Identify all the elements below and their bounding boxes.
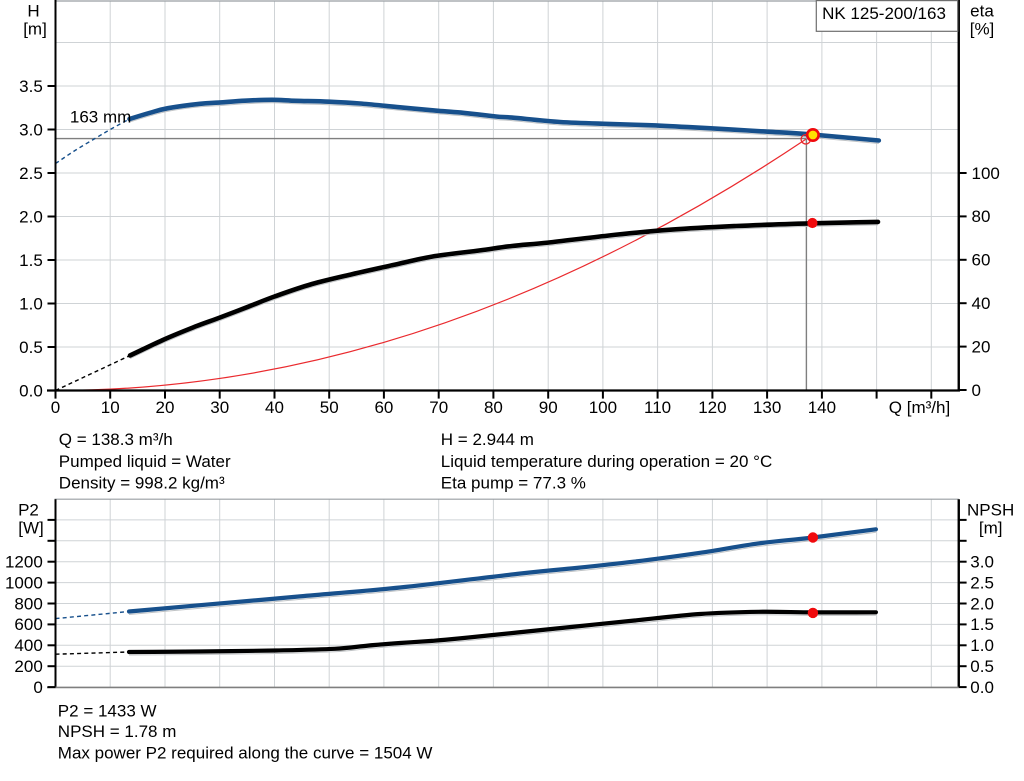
svg-text:1.5: 1.5 xyxy=(970,615,994,634)
svg-text:1.0: 1.0 xyxy=(970,636,994,655)
svg-text:0.5: 0.5 xyxy=(19,338,43,357)
svg-text:Liquid temperature during oper: Liquid temperature during operation = 20… xyxy=(441,452,772,471)
svg-text:[W]: [W] xyxy=(18,519,44,538)
svg-text:Max power P2 required along th: Max power P2 required along the curve = … xyxy=(58,743,433,762)
svg-text:163 mm: 163 mm xyxy=(70,108,131,127)
svg-text:110: 110 xyxy=(644,398,671,417)
svg-text:Q = 138.3 m³/h: Q = 138.3 m³/h xyxy=(59,430,173,449)
svg-text:90: 90 xyxy=(539,398,558,417)
svg-text:3.0: 3.0 xyxy=(19,120,43,139)
svg-text:P2: P2 xyxy=(18,501,39,520)
svg-text:130: 130 xyxy=(753,398,781,417)
svg-text:50: 50 xyxy=(320,398,339,417)
svg-text:20: 20 xyxy=(156,398,175,417)
svg-text:Q [m³/h]: Q [m³/h] xyxy=(889,398,950,417)
svg-text:0.0: 0.0 xyxy=(970,678,994,697)
svg-text:H = 2.944 m: H = 2.944 m xyxy=(441,430,534,449)
svg-text:80: 80 xyxy=(484,398,503,417)
svg-text:[m]: [m] xyxy=(23,19,47,38)
svg-text:NPSH: NPSH xyxy=(967,501,1014,520)
svg-text:0.5: 0.5 xyxy=(970,657,994,676)
svg-text:1.0: 1.0 xyxy=(19,294,43,313)
svg-text:40: 40 xyxy=(972,294,991,313)
svg-text:1000: 1000 xyxy=(5,573,43,592)
svg-text:2.5: 2.5 xyxy=(970,573,994,592)
svg-text:20: 20 xyxy=(972,337,991,356)
svg-text:2.5: 2.5 xyxy=(19,164,43,183)
svg-text:120: 120 xyxy=(698,398,726,417)
svg-text:30: 30 xyxy=(210,398,229,417)
svg-text:3.0: 3.0 xyxy=(970,553,994,572)
svg-text:600: 600 xyxy=(14,615,42,634)
svg-text:0.0: 0.0 xyxy=(19,381,43,400)
svg-text:400: 400 xyxy=(14,636,42,655)
svg-text:140: 140 xyxy=(808,398,836,417)
svg-text:eta: eta xyxy=(970,1,994,20)
svg-text:P2 = 1433 W: P2 = 1433 W xyxy=(58,702,157,721)
svg-text:3.5: 3.5 xyxy=(19,77,43,96)
svg-text:H: H xyxy=(27,1,39,20)
svg-text:10: 10 xyxy=(101,398,120,417)
svg-text:NPSH = 1.78 m: NPSH = 1.78 m xyxy=(58,722,177,741)
svg-text:200: 200 xyxy=(14,657,42,676)
svg-text:40: 40 xyxy=(265,398,284,417)
svg-text:60: 60 xyxy=(972,251,991,270)
svg-text:1.5: 1.5 xyxy=(19,251,43,270)
svg-text:Eta pump = 77.3 %: Eta pump = 77.3 % xyxy=(441,473,586,492)
svg-text:[%]: [%] xyxy=(970,19,995,38)
svg-text:60: 60 xyxy=(374,398,393,417)
svg-text:1200: 1200 xyxy=(5,553,43,572)
svg-text:100: 100 xyxy=(972,164,1000,183)
svg-text:80: 80 xyxy=(972,207,991,226)
svg-text:2.0: 2.0 xyxy=(19,207,43,226)
svg-text:2.0: 2.0 xyxy=(970,594,994,613)
svg-text:0: 0 xyxy=(33,678,42,697)
svg-text:0: 0 xyxy=(51,398,60,417)
svg-text:70: 70 xyxy=(429,398,448,417)
svg-text:NK 125-200/163: NK 125-200/163 xyxy=(822,4,946,23)
svg-text:Pumped liquid = Water: Pumped liquid = Water xyxy=(59,452,231,471)
svg-text:100: 100 xyxy=(589,398,617,417)
svg-text:Density = 998.2 kg/m³: Density = 998.2 kg/m³ xyxy=(59,473,225,492)
svg-text:[m]: [m] xyxy=(979,519,1003,538)
svg-text:800: 800 xyxy=(14,594,42,613)
svg-text:0: 0 xyxy=(972,381,981,400)
